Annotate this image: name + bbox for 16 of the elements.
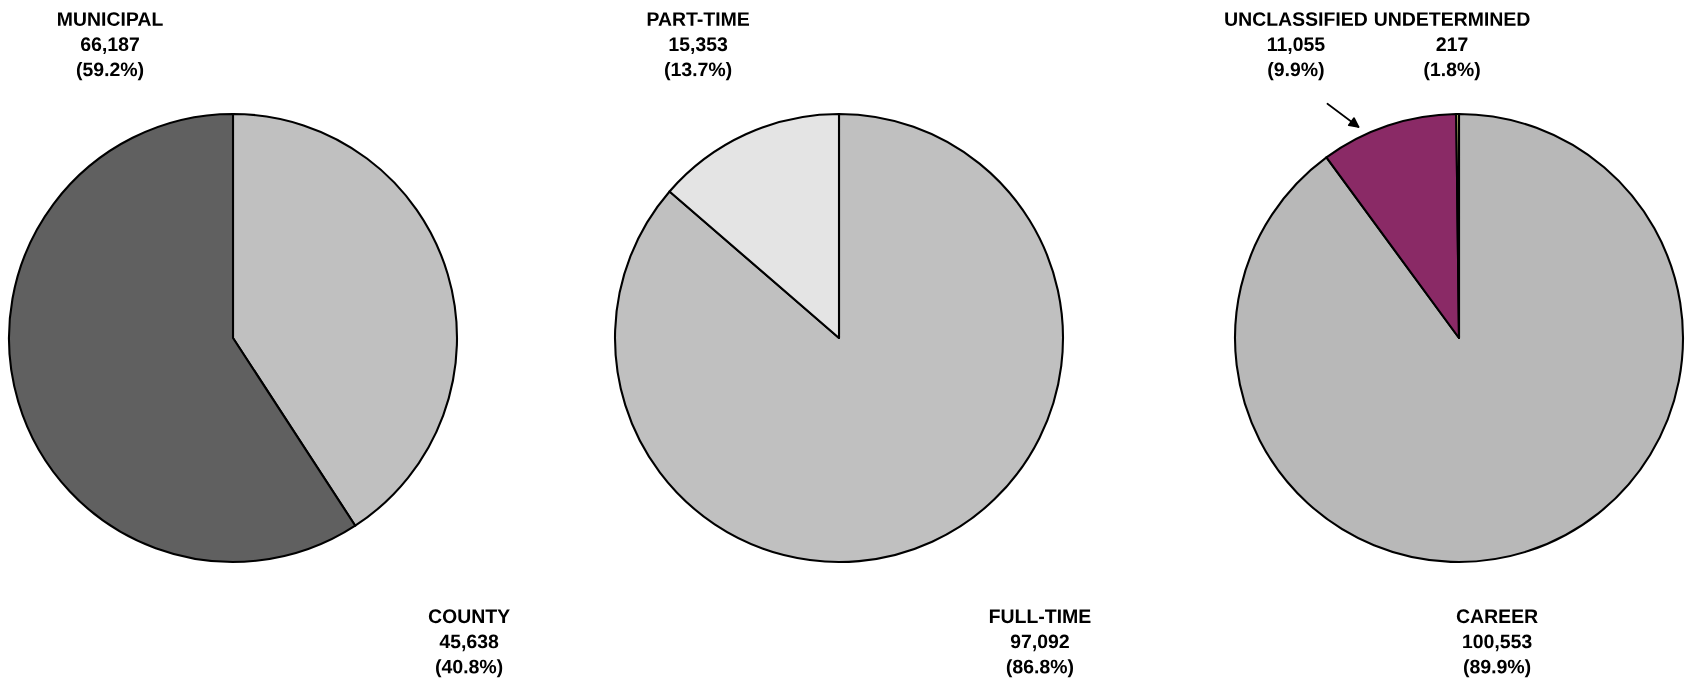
slice-label: FULL-TIME [989,609,1091,624]
data-label: 11,055 (9.9%) [1267,37,1325,81]
data-label: 66,187 (59.2%) [76,37,144,81]
pie-slice [613,112,1065,564]
data-label: 100,553 (89.9%) [1463,634,1532,678]
pie-slice [1233,112,1685,564]
slice-label: UNCLASSIFIED [1225,12,1367,26]
slice-label: PART-TIME [647,12,750,26]
data-label: 97,092 (86.8%) [1006,634,1074,678]
data-label: 15,353 (13.7%) [665,37,732,81]
data-label: 45,638 (40.8%) [436,634,503,678]
slice-label: CAREER [1456,609,1538,624]
slice-label: MUNICIPAL [58,12,163,26]
data-label: 217 (1.8%) [1424,37,1480,81]
slice-label: COUNTY [428,609,510,624]
slice-label: UNDETERMINED [1374,12,1530,26]
